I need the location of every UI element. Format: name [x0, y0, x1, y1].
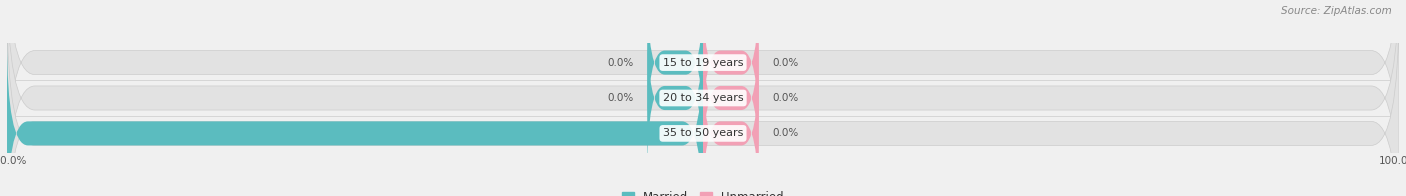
Text: 15 to 19 years: 15 to 19 years	[662, 58, 744, 68]
Text: 0.0%: 0.0%	[773, 58, 799, 68]
FancyBboxPatch shape	[647, 22, 703, 174]
Text: Source: ZipAtlas.com: Source: ZipAtlas.com	[1281, 6, 1392, 16]
FancyBboxPatch shape	[7, 0, 1399, 192]
Text: 0.0%: 0.0%	[773, 93, 799, 103]
Text: 35 to 50 years: 35 to 50 years	[662, 128, 744, 138]
Legend: Married, Unmarried: Married, Unmarried	[621, 191, 785, 196]
FancyBboxPatch shape	[7, 0, 1399, 196]
Text: 0.0%: 0.0%	[607, 93, 633, 103]
FancyBboxPatch shape	[7, 39, 703, 196]
Text: 0.0%: 0.0%	[607, 58, 633, 68]
FancyBboxPatch shape	[703, 0, 759, 139]
FancyBboxPatch shape	[7, 4, 1399, 196]
Text: 20 to 34 years: 20 to 34 years	[662, 93, 744, 103]
Text: 0.0%: 0.0%	[773, 128, 799, 138]
FancyBboxPatch shape	[647, 0, 703, 139]
FancyBboxPatch shape	[703, 57, 759, 196]
FancyBboxPatch shape	[703, 22, 759, 174]
